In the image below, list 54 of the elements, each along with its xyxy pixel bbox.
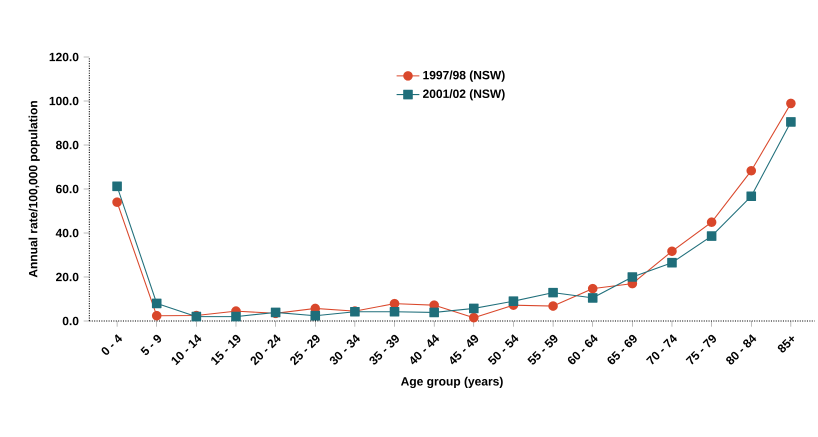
y-tick-label: 120.0 [50,52,78,62]
x-tick-label: 5 - 9 [140,334,162,356]
point [548,301,558,311]
point [548,288,558,298]
legend-label: 1997/98 (NSW) [423,70,505,82]
point [746,166,756,176]
point [390,306,400,317]
x-tick-label: 0 - 4 [102,334,122,355]
x-tick-label: 45 - 49 [450,334,478,364]
point [469,304,479,314]
x-tick-label: 70 - 74 [646,334,678,364]
x-axis-title: Age group (years) [400,376,503,388]
x-tick-label: 55 - 59 [527,334,558,364]
point [588,293,598,303]
point [508,296,518,306]
point [706,217,716,228]
point [588,284,598,294]
x-tick-label: 15 - 19 [211,334,240,366]
point [786,98,796,108]
point [429,308,439,318]
x-tick-label: 40 - 44 [410,334,440,364]
x-tick-label: 65 - 69 [608,334,637,364]
x-tick-label: 85+ [778,336,794,353]
point [112,182,122,192]
x-tick-label: 80 - 84 [726,334,756,365]
point [231,312,241,322]
x-tick-label: 60 - 64 [568,334,598,364]
y-tick-label: 80.0 [56,140,78,150]
y-tick-label: 20.0 [56,272,78,282]
x-tick-label: 30 - 34 [330,334,360,365]
point [786,117,796,127]
y-tick-label: 100.0 [50,96,78,106]
legend-label: 2001/02 (NSW) [422,89,505,100]
point [667,246,677,256]
point [469,312,479,323]
y-tick-label: 60.0 [56,184,78,194]
y-axis-title: Annual rate/100,000 population [28,101,40,278]
point [152,310,162,321]
x-tick-label: 10 - 14 [172,334,202,366]
point [112,197,122,207]
x-tick-label: 20 - 24 [250,334,281,366]
point [667,258,677,268]
point [628,272,638,282]
y-tick-label: 40.0 [56,228,78,238]
point [310,310,320,321]
point [706,231,716,241]
y-tick-label: 0.0 [62,316,78,326]
point [152,298,162,308]
x-tick-label: 75 - 79 [686,334,716,364]
x-tick-label: 50 - 54 [488,334,519,364]
point [390,298,400,308]
point [746,191,756,202]
x-tick-label: 35 - 39 [369,334,399,365]
x-tick-label: 25 - 29 [290,334,320,366]
